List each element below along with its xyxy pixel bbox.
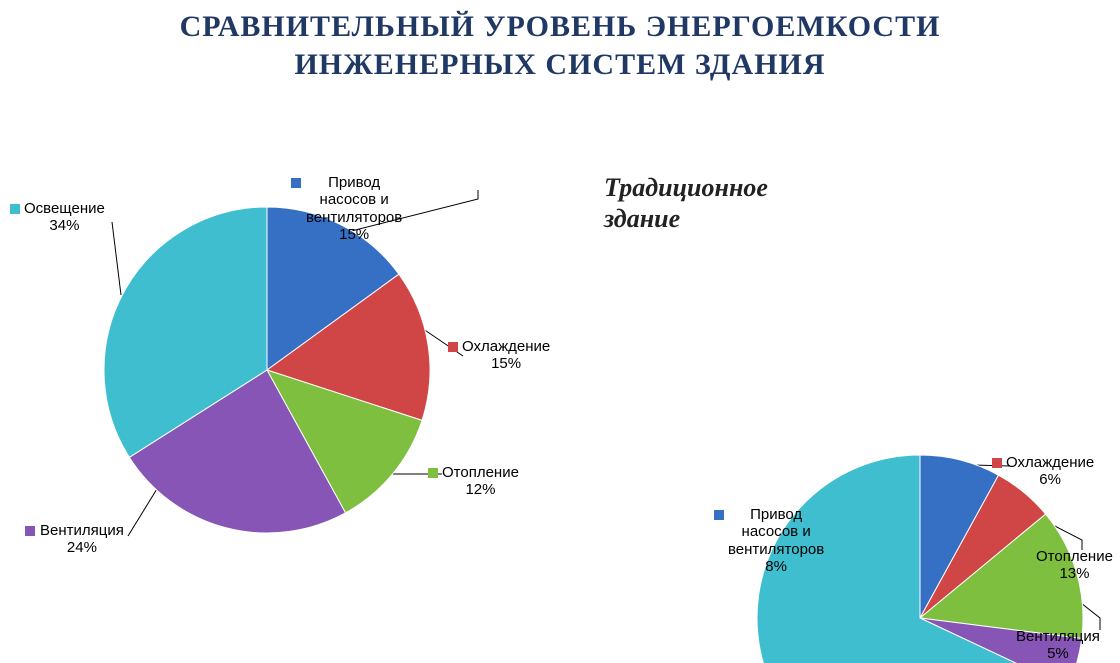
slide-stage: СРАВНИТЕЛЬНЫЙ УРОВЕНЬ ЭНЕРГОЕМКОСТИ ИНЖЕ… (0, 0, 1120, 663)
legend-marker (1002, 632, 1012, 642)
slice-label: Вентиляция 5% (1016, 628, 1100, 663)
legend-marker (1022, 552, 1032, 562)
legend-marker (428, 468, 438, 478)
legend-marker (714, 510, 724, 520)
slice-label: Привод насосов и вентиляторов 8% (728, 506, 824, 575)
slice-label: Вентиляция 24% (40, 522, 124, 557)
pie-chart-traditional (104, 207, 430, 533)
slice-label: Отопление 12% (442, 464, 519, 499)
legend-marker (291, 178, 301, 188)
slice-label: Отопление 13% (1036, 548, 1113, 583)
legend-marker (992, 458, 1002, 468)
subtitle-traditional: Традиционное здание (604, 172, 768, 234)
legend-marker (10, 204, 20, 214)
slice-label: Охлаждение 15% (462, 338, 550, 373)
legend-marker (448, 342, 458, 352)
slice-label: Охлаждение 6% (1006, 454, 1094, 489)
slice-label: Освещение 34% (24, 200, 105, 235)
slice-label: Привод насосов и вентиляторов 15% (306, 174, 402, 243)
pie-chart-traditional-svg (104, 207, 430, 533)
slide-title: СРАВНИТЕЛЬНЫЙ УРОВЕНЬ ЭНЕРГОЕМКОСТИ ИНЖЕ… (0, 8, 1120, 83)
legend-marker (25, 526, 35, 536)
